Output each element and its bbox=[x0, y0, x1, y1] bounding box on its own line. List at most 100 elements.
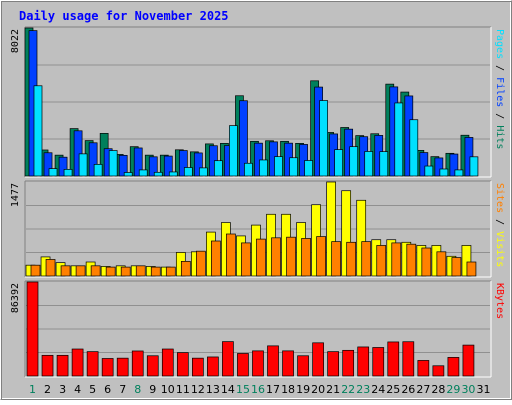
x-tick-label-day-6: 6 bbox=[104, 383, 111, 396]
bar-pages-day-14 bbox=[229, 125, 238, 177]
bar-pages-day-7 bbox=[123, 172, 133, 177]
panels-layer: 8022 Pages / Files / Hits 1477 Sites / Visi… bbox=[10, 26, 505, 378]
bar-files-day-29 bbox=[449, 153, 459, 177]
bar-sites-day-1 bbox=[30, 264, 41, 277]
x-tick-label-day-17: 17 bbox=[266, 383, 280, 396]
x-tick-label-day-27: 27 bbox=[416, 383, 430, 396]
bar-files-day-11 bbox=[178, 150, 188, 177]
bar-pages-day-26 bbox=[409, 119, 419, 177]
bar-pages-day-9 bbox=[153, 171, 163, 177]
x-tick-label-day-3: 3 bbox=[59, 383, 66, 396]
bar-kbytes-day-12 bbox=[192, 357, 204, 377]
bar-pages-day-30 bbox=[469, 156, 479, 177]
bar-sites-day-20 bbox=[316, 236, 326, 277]
bar-pages-day-11 bbox=[183, 167, 193, 177]
bar-pages-day-5 bbox=[93, 164, 103, 177]
bar-kbytes-day-24 bbox=[372, 347, 385, 377]
bar-sites-day-5 bbox=[90, 265, 101, 277]
bar-kbytes-day-23 bbox=[357, 346, 370, 377]
bar-kbytes-day-22 bbox=[342, 349, 355, 377]
bar-sites-day-24 bbox=[376, 245, 387, 277]
x-tick-label-day-19: 19 bbox=[296, 383, 310, 396]
x-tick-label-day-8: 8 bbox=[134, 383, 141, 396]
legend-part: Hits bbox=[494, 125, 505, 149]
bar-sites-day-13 bbox=[211, 240, 221, 277]
x-tick-label-day-16: 16 bbox=[251, 383, 265, 396]
bar-kbytes-day-21 bbox=[327, 351, 339, 377]
bar-pages-day-2 bbox=[48, 168, 58, 177]
bar-files-day-28 bbox=[434, 157, 444, 177]
bar-sites-day-7 bbox=[120, 266, 131, 277]
panel-max-label: 86392 bbox=[10, 283, 21, 313]
bar-files-day-12 bbox=[194, 152, 203, 177]
bar-pages-day-24 bbox=[379, 151, 389, 177]
bar-pages-day-21 bbox=[334, 149, 343, 177]
bar-pages-day-25 bbox=[394, 102, 404, 177]
bar-files-day-4 bbox=[73, 130, 83, 177]
x-tick-label-day-4: 4 bbox=[74, 383, 81, 396]
bar-kbytes-day-15 bbox=[237, 353, 249, 377]
bar-sites-day-14 bbox=[226, 233, 236, 277]
x-tick-label-day-30: 30 bbox=[461, 383, 475, 396]
x-tick-label-day-18: 18 bbox=[281, 383, 295, 396]
bar-sites-day-6 bbox=[105, 266, 116, 277]
bar-pages-day-28 bbox=[439, 168, 449, 177]
bar-sites-day-22 bbox=[346, 241, 357, 277]
x-tick-label-day-2: 2 bbox=[44, 383, 51, 396]
bar-visits-day-21 bbox=[326, 181, 336, 277]
bar-kbytes-day-17 bbox=[267, 345, 279, 377]
bar-kbytes-day-7 bbox=[116, 357, 129, 377]
bar-files-day-10 bbox=[163, 155, 173, 177]
bar-pages-day-27 bbox=[424, 165, 434, 177]
bar-kbytes-day-2 bbox=[41, 354, 54, 377]
bar-pages-day-12 bbox=[199, 167, 208, 177]
bar-visits-day-23 bbox=[356, 199, 367, 277]
bar-pages-day-20 bbox=[319, 100, 328, 177]
x-tick-label-day-11: 11 bbox=[176, 383, 190, 396]
bar-kbytes-day-28 bbox=[432, 365, 445, 377]
bar-pages-day-17 bbox=[274, 156, 283, 177]
legend-part: Files bbox=[494, 77, 505, 107]
bar-kbytes-day-27 bbox=[417, 360, 430, 377]
x-tick-label-day-5: 5 bbox=[89, 383, 96, 396]
legend-part: Sites bbox=[494, 183, 505, 213]
x-tick-label-day-21: 21 bbox=[326, 383, 340, 396]
panel-legend-label: Pages / Files / Hits bbox=[494, 29, 505, 149]
bar-sites-day-18 bbox=[286, 236, 296, 277]
bar-sites-day-4 bbox=[75, 265, 86, 277]
x-axis-labels: 1 2 3 4 5 6 7 8 9 10 11 12 13 14 15 16 17 18 19 20 21 22 23 24 2… bbox=[29, 383, 490, 396]
bar-files-day-7 bbox=[118, 154, 128, 177]
bar-sites-day-21 bbox=[331, 241, 341, 277]
bar-kbytes-day-8 bbox=[131, 350, 144, 377]
bar-pages-day-1 bbox=[33, 85, 43, 177]
bar-kbytes-day-9 bbox=[146, 355, 159, 377]
bar-pages-day-6 bbox=[108, 150, 118, 177]
bar-sites-day-27 bbox=[421, 247, 432, 277]
bar-kbytes-day-20 bbox=[312, 342, 324, 377]
bar-kbytes-day-13 bbox=[207, 356, 219, 377]
bar-sites-day-10 bbox=[165, 266, 176, 277]
x-tick-label-day-12: 12 bbox=[191, 383, 205, 396]
bar-pages-day-8 bbox=[138, 169, 148, 177]
bar-sites-day-3 bbox=[60, 265, 71, 277]
x-tick-label-day-7: 7 bbox=[119, 383, 126, 396]
bar-kbytes-day-10 bbox=[161, 348, 174, 377]
panel-1: 8022 Pages / Files / Hits bbox=[10, 26, 505, 178]
bar-files-day-27 bbox=[419, 152, 429, 177]
bar-pages-day-29 bbox=[454, 169, 464, 177]
bar-kbytes-day-29 bbox=[447, 357, 460, 377]
x-tick-label-day-28: 28 bbox=[431, 383, 445, 396]
bar-files-day-3 bbox=[58, 156, 68, 177]
x-tick-label-day-14: 14 bbox=[221, 383, 235, 396]
bar-kbytes-day-6 bbox=[101, 358, 114, 377]
x-tick-label-day-22: 22 bbox=[341, 383, 355, 396]
panel-max-label: 1477 bbox=[10, 183, 21, 207]
bar-kbytes-day-5 bbox=[86, 351, 99, 377]
bar-pages-day-22 bbox=[349, 146, 359, 177]
bar-sites-day-19 bbox=[301, 238, 311, 277]
bar-sites-day-25 bbox=[391, 242, 402, 277]
legend-part: KBytes bbox=[494, 283, 505, 319]
panel-legend-label: KBytes bbox=[494, 283, 505, 319]
chart-title: Daily usage for November 2025 bbox=[19, 9, 229, 23]
